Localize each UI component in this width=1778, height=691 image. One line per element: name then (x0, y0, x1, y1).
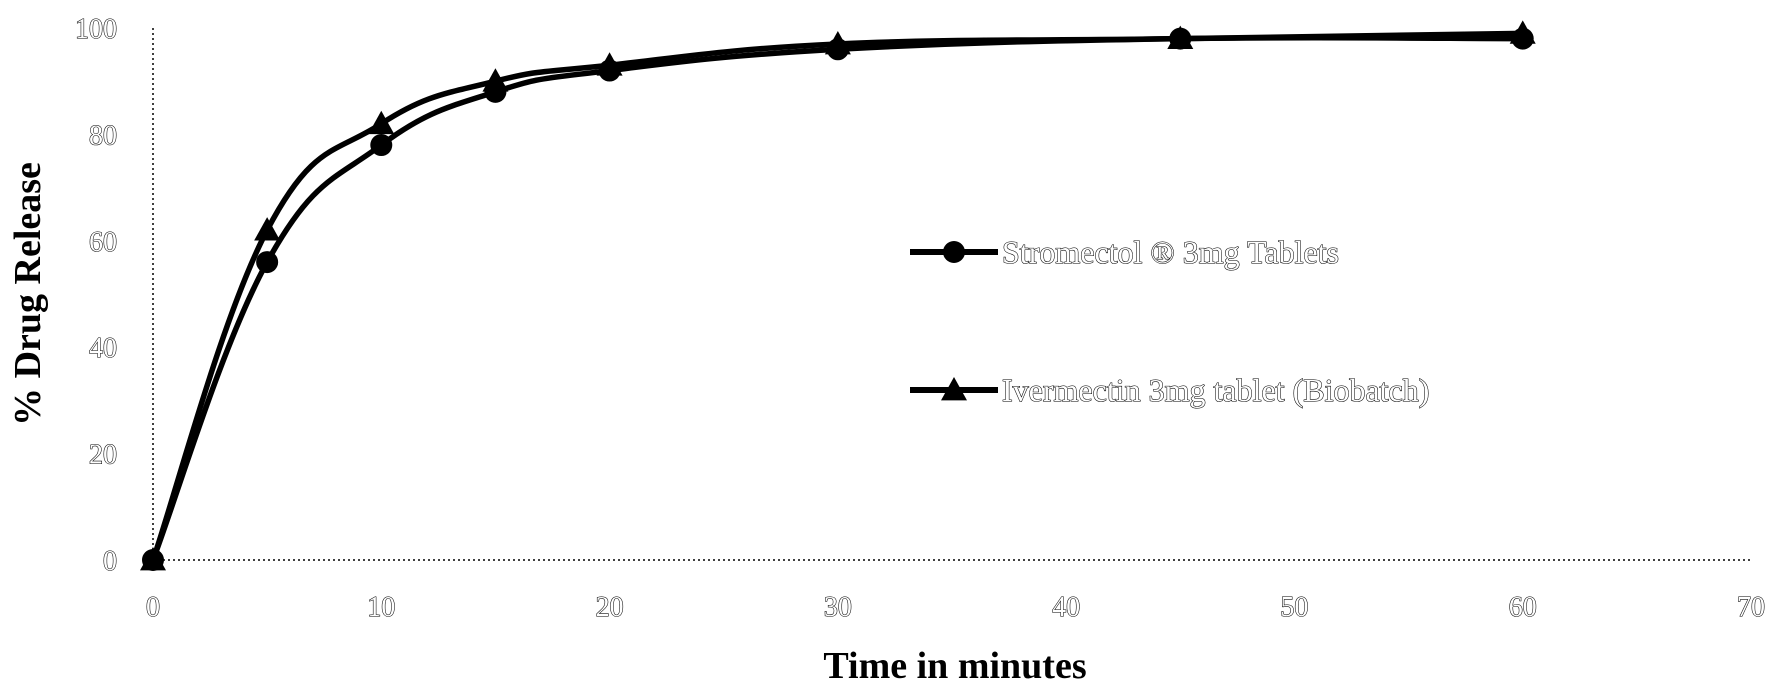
y-tick-labels: 0 20 40 60 80 100 (74, 13, 117, 577)
y-tick-label: 0 (103, 546, 117, 577)
triangle-data-point (368, 110, 395, 135)
y-tick-label: 100 (75, 14, 117, 45)
triangle-data-point (254, 217, 281, 241)
x-tick-label: 20 (596, 592, 624, 623)
x-tick-label: 0 (146, 592, 160, 623)
circle-data-point (256, 251, 279, 274)
x-tick-labels: 0 10 20 30 40 50 60 70 (145, 591, 1765, 623)
series-group (140, 20, 1536, 571)
triangle-data-point (1167, 25, 1194, 50)
x-tick-label: 70 (1737, 592, 1765, 623)
series-stromectol (142, 27, 1534, 571)
triangle-data-point (140, 547, 166, 571)
x-tick-label: 60 (1509, 592, 1537, 623)
triangle-data-point (482, 68, 509, 92)
y-tick-label: 60 (89, 227, 117, 258)
legend-label: Ivermectin 3mg tablet (Biobatch) (1002, 372, 1429, 408)
x-tick-label: 40 (1052, 592, 1080, 623)
legend-item: Stromectol ® 3mg Tablets (910, 233, 1340, 271)
x-tick-label: 10 (367, 592, 395, 623)
y-tick-label: 40 (89, 333, 117, 364)
triangle-data-point (596, 52, 623, 76)
y-axis-title: % Drug Release (7, 162, 49, 426)
legend-label: Stromectol ® 3mg Tablets (1002, 234, 1339, 270)
legend: Stromectol ® 3mg Tablets Ivermectin 3mg t… (910, 233, 1430, 409)
triangle-data-point (824, 30, 851, 55)
circle-marker-icon (943, 241, 965, 263)
circle-data-point (370, 134, 393, 157)
x-axis-title: Time in minutes (823, 645, 1086, 687)
triangle-marker-icon (941, 377, 967, 401)
series-line (150, 30, 1526, 563)
triangle-data-point (1509, 20, 1536, 44)
x-tick-label: 30 (824, 592, 852, 623)
legend-item: Ivermectin 3mg tablet (Biobatch) (910, 371, 1430, 409)
x-tick-label: 50 (1280, 592, 1308, 623)
y-tick-label: 80 (89, 120, 117, 151)
series-line (150, 34, 1526, 563)
axes (152, 28, 1751, 561)
series-ivermectin-biobatch (140, 20, 1536, 571)
y-tick-label: 20 (89, 440, 117, 471)
